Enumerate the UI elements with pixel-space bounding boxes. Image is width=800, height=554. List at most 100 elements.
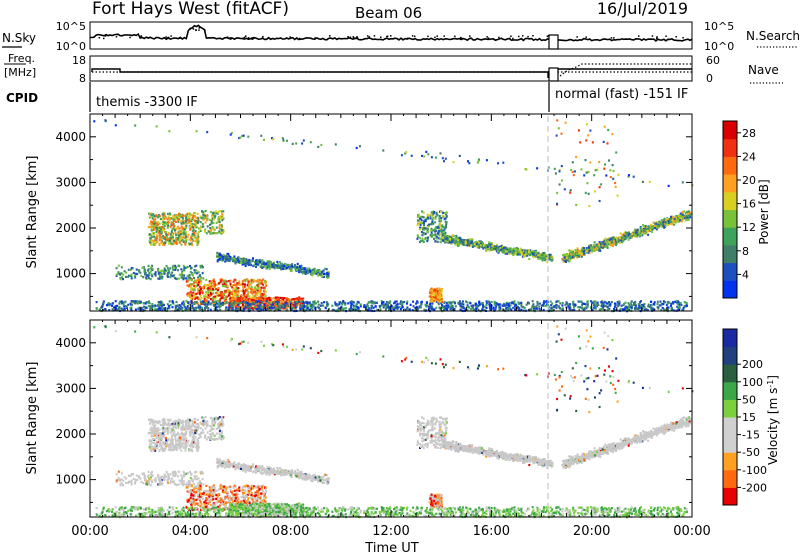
power-cell	[232, 301, 235, 304]
power-cell	[470, 244, 473, 247]
power-cell	[431, 298, 434, 301]
power-cell	[211, 217, 214, 220]
power-cell	[273, 267, 276, 270]
power-cell	[568, 307, 571, 310]
power-cell	[130, 267, 133, 270]
power-cell	[554, 305, 557, 308]
power-cell	[164, 242, 167, 245]
power-cell	[449, 241, 452, 244]
power-cell	[168, 218, 171, 221]
power-cell	[213, 281, 216, 284]
power-cell	[120, 276, 123, 279]
power-cell	[366, 308, 369, 311]
power-cell	[190, 234, 193, 237]
power-cell	[512, 306, 515, 309]
power-cell	[349, 301, 352, 304]
power-cell	[426, 238, 429, 241]
power-cell	[195, 216, 198, 219]
power-cell	[534, 253, 537, 256]
power-cell	[173, 239, 176, 242]
cpid-label: CPID	[6, 91, 38, 105]
power-cell	[253, 306, 256, 309]
power-cell	[310, 273, 313, 276]
power-cell	[404, 308, 407, 311]
power-cell	[272, 297, 275, 300]
power-cell	[289, 269, 292, 272]
power-cell	[119, 300, 122, 303]
power-cell	[237, 258, 240, 261]
power-cell	[606, 308, 609, 311]
power-cell	[177, 220, 180, 224]
power-cell	[292, 298, 295, 301]
power-cell	[181, 227, 184, 230]
power-cell	[136, 272, 139, 276]
power-cell	[193, 293, 196, 296]
power-cell	[301, 272, 304, 275]
power-cell	[488, 303, 491, 306]
power-cell	[244, 298, 247, 301]
power-cell	[311, 274, 314, 277]
power-cell	[209, 308, 212, 311]
noise-search-point	[129, 36, 131, 39]
power-cell	[438, 306, 441, 309]
power-cell	[490, 301, 493, 304]
power-cell	[214, 216, 216, 219]
power-cell	[150, 212, 153, 215]
power-cell	[204, 214, 207, 217]
power-cell	[197, 271, 200, 274]
power-cell	[162, 307, 165, 310]
power-cell	[546, 261, 549, 264]
power-cell	[205, 296, 208, 299]
power-cell	[380, 304, 383, 307]
power-cell	[354, 305, 357, 308]
power-cell	[301, 302, 304, 305]
frequency-series	[91, 68, 692, 78]
power-cell	[210, 301, 213, 304]
power-cell	[173, 219, 176, 222]
power-cell	[225, 284, 228, 287]
power-cell	[383, 304, 386, 307]
power-cell	[542, 304, 544, 307]
power-cell	[250, 288, 253, 291]
power-cell	[204, 228, 207, 231]
power-cell	[192, 307, 195, 310]
noise-search-point	[651, 35, 654, 37]
power-cell	[231, 284, 233, 287]
power-cell	[416, 234, 419, 237]
power-cell	[158, 234, 161, 237]
power-cell	[201, 217, 204, 220]
power-cell	[238, 260, 241, 263]
power-cell	[450, 235, 453, 238]
power-cell	[232, 296, 235, 299]
power-cell	[247, 259, 250, 262]
power-cell	[438, 297, 441, 300]
power-cell	[190, 286, 193, 289]
noise-search-point	[368, 36, 371, 38]
noise-sky-series	[89, 24, 693, 42]
noise-search-point	[469, 37, 472, 39]
power-cell	[170, 237, 173, 240]
power-cell	[226, 255, 229, 258]
power-cell	[504, 247, 507, 250]
noise-search-point	[585, 36, 587, 38]
power-cell	[161, 228, 164, 231]
power-cell	[600, 303, 603, 306]
power-cell	[166, 272, 169, 275]
power-cell	[430, 234, 433, 237]
power-cell	[197, 236, 200, 239]
power-cell	[194, 281, 197, 284]
power-cell	[151, 217, 154, 220]
power-cell	[438, 287, 441, 290]
power-cell	[191, 283, 194, 286]
power-cell	[249, 308, 252, 311]
power-cell	[450, 303, 453, 306]
power-cell	[248, 299, 251, 302]
power-cell	[466, 304, 469, 307]
power-cell	[470, 241, 473, 245]
power-cell	[218, 300, 221, 303]
power-cell	[268, 260, 271, 263]
power-cell	[198, 228, 201, 231]
power-cell	[211, 297, 214, 300]
power-cell	[131, 267, 134, 270]
power-cell	[263, 303, 266, 307]
